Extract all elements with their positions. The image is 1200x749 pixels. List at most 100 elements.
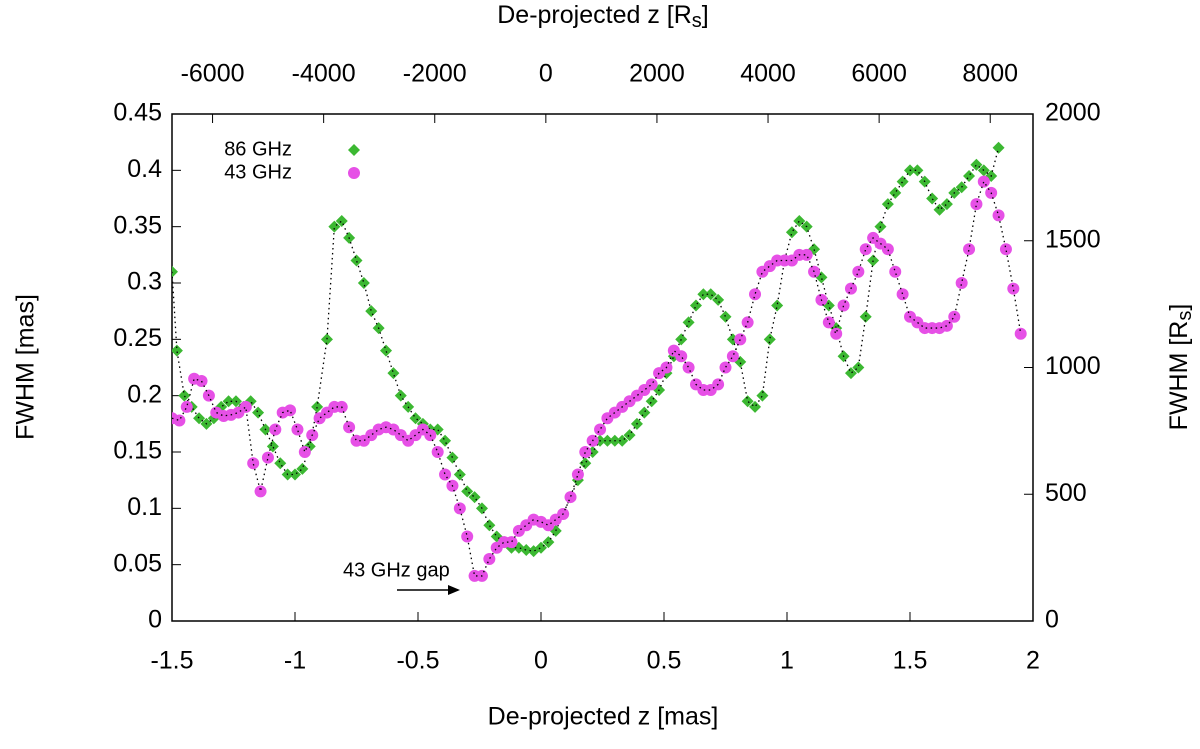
x-axis-label: De-projected z [mas] [488, 703, 719, 731]
marker [483, 553, 496, 566]
y-tick-label: 0.45 [113, 99, 162, 127]
marker [741, 395, 754, 408]
marker [542, 536, 555, 549]
legend-marker [348, 144, 360, 156]
marker [704, 288, 717, 301]
marker [252, 406, 265, 419]
y-tick-label: 0 [148, 606, 162, 634]
marker [601, 434, 614, 447]
marker [535, 541, 547, 554]
marker [889, 186, 902, 199]
y2-tick-label: 1000 [1045, 352, 1101, 380]
marker [1007, 282, 1020, 295]
marker [852, 361, 865, 374]
x2-tick-label: -6000 [181, 60, 245, 88]
x2-tick-label: 8000 [962, 60, 1018, 88]
marker [697, 288, 710, 301]
y2-axis-label: FWHM [Rs] [1165, 304, 1197, 431]
marker [343, 421, 356, 434]
marker [926, 192, 939, 205]
connecting-line [172, 147, 1000, 552]
x-tick-label: -0.5 [396, 647, 439, 675]
marker [719, 310, 732, 323]
legend-label: 86 GHz [224, 138, 292, 160]
marker [940, 198, 953, 211]
x2-tick-label: 4000 [740, 60, 796, 88]
marker [387, 367, 400, 380]
connecting-line [172, 180, 1022, 577]
marker [867, 254, 880, 267]
marker [261, 451, 274, 464]
marker [296, 462, 309, 475]
marker [579, 457, 592, 470]
y-tick-label: 0.25 [113, 324, 162, 352]
marker [749, 400, 762, 413]
marker [571, 468, 584, 481]
marker [881, 243, 894, 256]
marker [439, 434, 452, 447]
y-axis-label: FWHM [mas] [12, 294, 40, 440]
x2-axis-label: De-projected z [Rs] [497, 1, 708, 33]
marker [172, 265, 178, 278]
marker [771, 299, 784, 312]
marker [178, 389, 191, 402]
marker [830, 327, 843, 340]
marker [269, 423, 282, 436]
y-tick-label: 0.4 [127, 155, 162, 183]
y-tick-label: 0.3 [127, 268, 162, 296]
marker [682, 361, 695, 374]
marker [222, 395, 235, 408]
marker [896, 288, 909, 301]
marker [409, 412, 422, 425]
marker [645, 395, 658, 408]
marker [638, 406, 651, 419]
marker [852, 265, 865, 278]
marker [320, 333, 333, 346]
marker [800, 248, 813, 261]
marker [172, 344, 183, 357]
y2-tick-label: 500 [1045, 479, 1087, 507]
x-tick-label: 0 [534, 647, 548, 675]
marker [948, 310, 961, 323]
legend-label: 43 GHz [224, 161, 292, 183]
marker [712, 293, 725, 306]
marker [328, 220, 341, 233]
marker [689, 299, 702, 312]
y2-tick-label: 2000 [1045, 99, 1101, 127]
marker [837, 299, 850, 312]
marker [365, 305, 378, 318]
y-tick-label: 0.15 [113, 437, 162, 465]
marker [289, 468, 301, 481]
marker [461, 530, 474, 543]
marker [461, 485, 474, 498]
x-tick-label: 0.5 [647, 647, 682, 675]
marker [1014, 327, 1027, 340]
marker [645, 378, 658, 391]
marker [394, 389, 407, 402]
marker [291, 423, 304, 436]
marker [763, 333, 776, 346]
marker [311, 400, 324, 413]
marker [756, 389, 769, 402]
annotation-arrowhead [448, 585, 460, 595]
marker [254, 485, 267, 498]
marker [564, 491, 577, 504]
marker [970, 198, 983, 211]
marker [911, 164, 924, 177]
x2-tick-label: 2000 [629, 60, 685, 88]
marker [859, 310, 872, 323]
marker [335, 215, 348, 228]
y-tick-label: 0.2 [127, 380, 162, 408]
marker [173, 414, 186, 427]
marker [274, 457, 287, 470]
marker [977, 175, 990, 188]
marker [675, 350, 688, 363]
marker [350, 254, 363, 267]
marker [266, 440, 279, 453]
marker [380, 344, 393, 357]
x2-tick-label: -4000 [292, 60, 356, 88]
plot-frame [171, 113, 1034, 622]
marker [719, 361, 732, 374]
marker [889, 265, 902, 278]
